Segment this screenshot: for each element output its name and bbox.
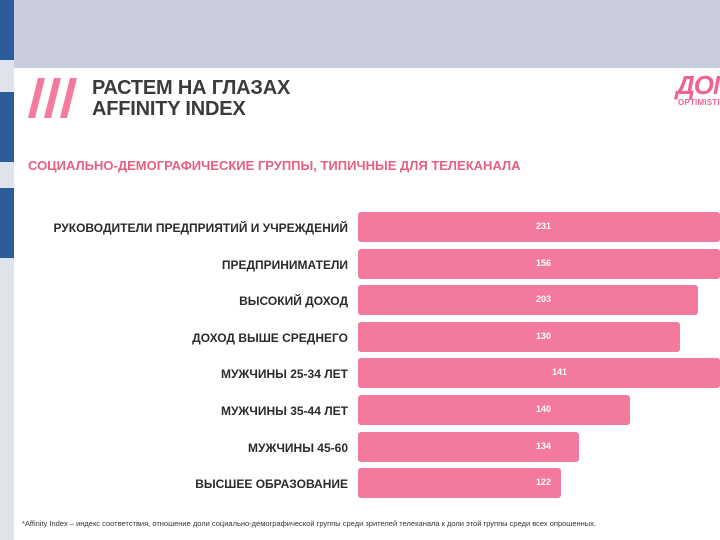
category-label: РУКОВОДИТЕЛИ ПРЕДПРИЯТИЙ И УЧРЕЖДЕНИЙ	[53, 221, 348, 235]
bar-chart: РУКОВОДИТЕЛИ ПРЕДПРИЯТИЙ И УЧРЕЖДЕНИЙ 231…	[14, 68, 720, 540]
bar-value-label: 203	[536, 294, 552, 305]
category-label: МУЖЧИНЫ 35-44 ЛЕТ	[220, 404, 348, 418]
footnote: *Affinity Index – индекс соответствия, о…	[22, 519, 596, 528]
bar	[358, 248, 720, 279]
left-strip	[0, 0, 14, 540]
bar	[358, 358, 720, 389]
slide: РАСТЕМ НА ГЛАЗАХ AFFINITY INDEX ДОМ OPTI…	[14, 68, 720, 540]
title-line-1: РАСТЕМ НА ГЛАЗАХ	[92, 77, 291, 99]
logo-text: ДОМ	[676, 70, 720, 100]
bar-value-label: 156	[536, 257, 552, 268]
bar	[358, 285, 699, 316]
title-line-2: AFFINITY INDEX	[92, 98, 246, 120]
category-label: ДОХОД ВЫШЕ СРЕДНЕГО	[192, 330, 348, 345]
bar	[358, 321, 681, 352]
bar-value-label: 122	[536, 477, 552, 488]
bar-value-label: 141	[552, 367, 568, 378]
bar	[358, 431, 579, 462]
bar	[358, 395, 630, 425]
category-label: ПРЕДПРИНИМАТЕЛИ	[221, 257, 348, 272]
bar-value-label: 134	[536, 440, 552, 451]
logo-subtext: OPTIMISTIC	[678, 98, 720, 107]
bar-value-label: 231	[536, 221, 552, 231]
bar-value-label: 130	[536, 330, 552, 341]
bar-value-label: 140	[536, 404, 552, 414]
bar	[358, 212, 720, 242]
chart-subtitle: СОЦИАЛЬНО-ДЕМОГРАФИЧЕСКИЕ ГРУППЫ, ТИПИЧН…	[28, 158, 521, 173]
bar	[358, 468, 561, 499]
top-band	[0, 0, 720, 68]
category-label: МУЖЧИНЫ 25-34 ЛЕТ	[220, 367, 348, 382]
category-label: МУЖЧИНЫ 45-60	[248, 440, 348, 455]
slashes-logo	[28, 78, 77, 118]
page-title: РАСТЕМ НА ГЛАЗАХ AFFINITY INDEX	[92, 78, 290, 120]
category-label: ВЫСШЕЕ ОБРАЗОВАНИЕ	[195, 477, 348, 492]
category-label: ВЫСОКИЙ ДОХОД	[239, 294, 348, 309]
channel-logo: ДОМ OPTIMISTIC	[666, 70, 720, 118]
